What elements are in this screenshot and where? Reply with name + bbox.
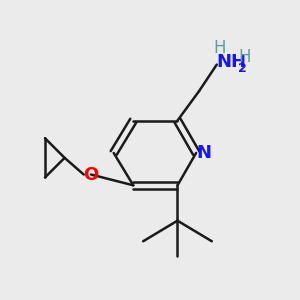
Text: H: H xyxy=(213,39,226,57)
Text: N: N xyxy=(196,144,211,162)
Text: O: O xyxy=(83,166,99,184)
Text: 2: 2 xyxy=(238,61,247,75)
Text: NH: NH xyxy=(217,53,247,71)
Text: H: H xyxy=(238,48,251,66)
